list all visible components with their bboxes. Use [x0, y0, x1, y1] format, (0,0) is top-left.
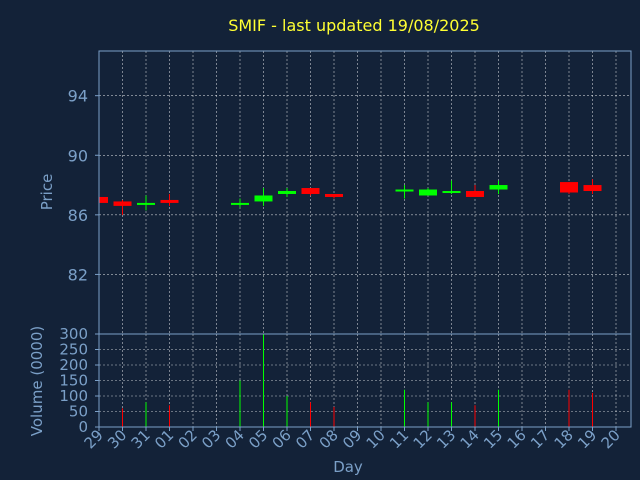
- candle-04: [231, 198, 249, 208]
- volume-tick-label: 200: [59, 356, 88, 374]
- volume-tick-label: 250: [59, 341, 88, 359]
- candle-body: [113, 201, 132, 206]
- day-axis-ticks: 2930310102030405060708091011121314151617…: [81, 426, 624, 452]
- candle-29: [98, 196, 108, 203]
- candle-14: [466, 185, 484, 197]
- x-axis-label: Day: [333, 458, 363, 476]
- candle-body: [466, 191, 484, 197]
- candle-11: [395, 185, 414, 199]
- candle-05: [254, 188, 273, 206]
- candle-body: [419, 189, 437, 196]
- volume-tick-label: 150: [59, 372, 88, 390]
- price-axis-label: Price: [38, 174, 56, 211]
- price-tick-label: 82: [68, 265, 88, 284]
- candle-body: [489, 185, 508, 190]
- volume-axis-label: Volume (0000): [28, 326, 46, 436]
- chart-title: SMIF - last updated 19/08/2025: [228, 16, 480, 35]
- candle-12: [419, 188, 437, 196]
- candle-08: [325, 193, 343, 199]
- candle-body: [442, 191, 461, 194]
- price-tick-label: 86: [68, 206, 88, 225]
- candle-13: [442, 180, 461, 194]
- candle-body: [99, 196, 108, 203]
- price-tick-label: 90: [68, 146, 88, 165]
- volume-tick-label: 0: [78, 418, 88, 436]
- candle-body: [160, 199, 179, 203]
- price-axis-ticks: 82 86 90 94: [68, 87, 99, 284]
- candle-body: [301, 188, 320, 194]
- volume-bars: [122, 334, 593, 427]
- candle-15: [489, 180, 508, 194]
- candle-31: [137, 195, 155, 211]
- candle-body: [254, 195, 273, 202]
- candle-01: [160, 193, 179, 206]
- candle-body: [231, 202, 249, 205]
- candle-body: [395, 189, 414, 192]
- candle-19: [583, 179, 602, 194]
- candle-18: [560, 182, 578, 194]
- candle-07: [301, 188, 320, 196]
- candle-body: [137, 202, 155, 205]
- volume-tick-label: 50: [69, 403, 88, 421]
- candle-body: [560, 182, 578, 193]
- volume-tick-label: 100: [59, 387, 88, 405]
- candle-06: [278, 188, 296, 197]
- price-candles: [98, 179, 602, 215]
- price-tick-label: 94: [68, 87, 88, 106]
- candle-body: [583, 185, 602, 192]
- volume-tick-label: 300: [59, 325, 88, 343]
- candle-body: [325, 193, 343, 197]
- candle-30: [113, 199, 132, 215]
- candle-body: [278, 191, 296, 194]
